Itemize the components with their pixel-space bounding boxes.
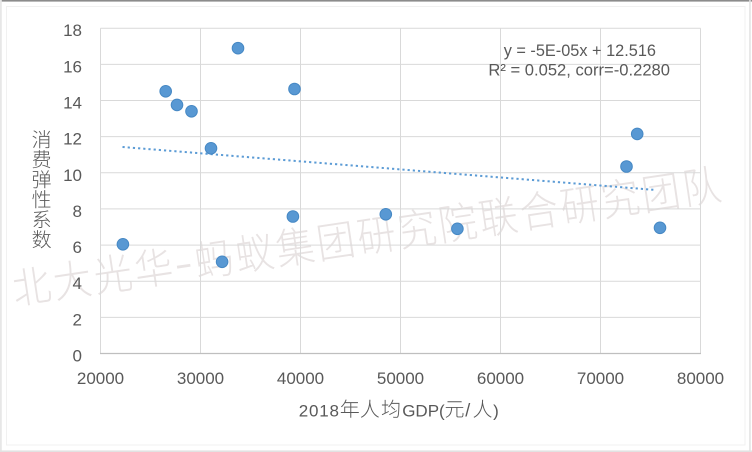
svg-text:70000: 70000 (577, 369, 624, 388)
svg-text:50000: 50000 (377, 369, 424, 388)
svg-text:2: 2 (73, 310, 82, 329)
svg-text:12: 12 (63, 130, 82, 149)
svg-text:60000: 60000 (477, 369, 524, 388)
svg-text:4: 4 (73, 274, 82, 293)
svg-text:40000: 40000 (277, 369, 324, 388)
svg-text:/: / (465, 400, 470, 420)
svg-text:10: 10 (63, 166, 82, 185)
svg-text:2018: 2018 (299, 401, 340, 420)
svg-text:80000: 80000 (677, 369, 724, 388)
svg-text:14: 14 (63, 94, 82, 113)
svg-text:y = -5E-05x + 12.516: y = -5E-05x + 12.516 (504, 41, 656, 60)
svg-text:18: 18 (63, 21, 82, 40)
svg-text:): ) (493, 401, 499, 420)
svg-text:16: 16 (63, 57, 82, 76)
svg-text:6: 6 (73, 238, 82, 257)
svg-text:20000: 20000 (77, 369, 124, 388)
svg-text:R² = 0.052, corr=-0.2280: R² = 0.052, corr=-0.2280 (488, 60, 670, 79)
svg-text:0: 0 (73, 347, 82, 366)
svg-text:30000: 30000 (177, 369, 224, 388)
svg-text:GDP(: GDP( (402, 401, 445, 420)
svg-text:8: 8 (73, 202, 82, 221)
